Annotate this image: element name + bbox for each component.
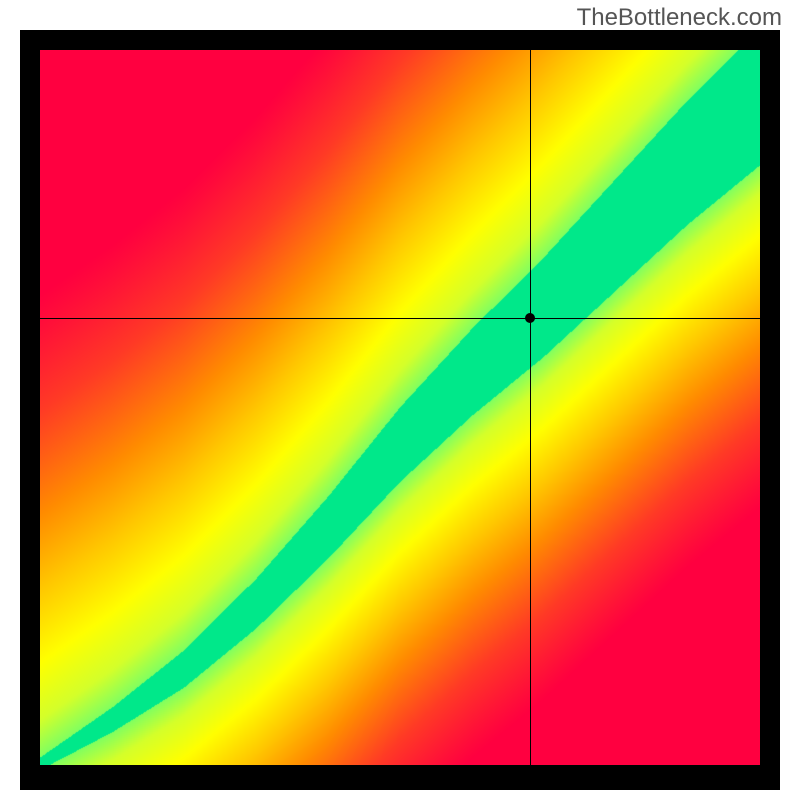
heatmap-plot-area	[40, 50, 760, 765]
crosshair-dot	[525, 313, 535, 323]
crosshair-horizontal	[40, 318, 760, 319]
heatmap-canvas	[40, 50, 760, 765]
crosshair-vertical	[530, 50, 531, 765]
chart-frame	[20, 30, 780, 790]
watermark-text: TheBottleneck.com	[577, 4, 782, 32]
